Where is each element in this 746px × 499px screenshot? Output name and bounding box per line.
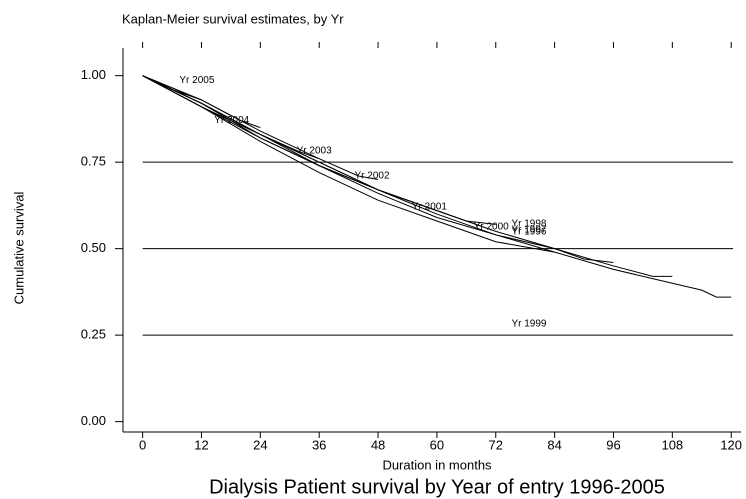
- curve-label: Yr 2002: [355, 171, 390, 182]
- x-tick-label: 12: [194, 437, 208, 452]
- x-tick-label: 108: [661, 437, 683, 452]
- curve-label: Yr 1998: [511, 218, 546, 229]
- curve-label: Yr 2004: [214, 115, 249, 126]
- x-tick-label: 72: [489, 437, 503, 452]
- survival-curve: [142, 75, 673, 277]
- chart-title: Kaplan-Meier survival estimates, by Yr: [122, 11, 344, 26]
- curve-label: Yr 1996: [511, 226, 546, 237]
- y-axis-label: Cumulative survival: [11, 192, 26, 305]
- x-tick-label: 48: [371, 437, 385, 452]
- x-tick-label: 60: [430, 437, 444, 452]
- curve-label: Yr 2003: [297, 146, 332, 157]
- survival-curve: [142, 75, 438, 212]
- caption: Dialysis Patient survival by Year of ent…: [209, 476, 665, 498]
- curve-label: Yr 1997: [511, 224, 546, 235]
- x-tick-label: 36: [312, 437, 326, 452]
- x-tick-label: 120: [720, 437, 742, 452]
- x-axis-label: Duration in months: [382, 457, 492, 472]
- y-tick-label: 0.25: [81, 327, 106, 342]
- x-tick-label: 24: [253, 437, 267, 452]
- y-tick-label: 0.50: [81, 240, 106, 255]
- survival-curve: [142, 75, 320, 160]
- survival-curve: [142, 75, 261, 129]
- x-tick-label: 96: [606, 437, 620, 452]
- curve-label: Yr 2001: [412, 201, 447, 212]
- x-tick-label: 84: [547, 437, 561, 452]
- y-tick-label: 1.00: [81, 67, 106, 82]
- x-tick-label: 0: [139, 437, 146, 452]
- y-tick-label: 0.75: [81, 154, 106, 169]
- curve-label: Yr 1999: [511, 319, 546, 330]
- survival-curve: [142, 75, 555, 253]
- y-tick-label: 0.00: [81, 413, 106, 428]
- survival-curve: [142, 75, 202, 101]
- curve-label: Yr 2000: [474, 221, 509, 232]
- survival-curve: [142, 75, 732, 298]
- curve-label: Yr 2005: [179, 75, 214, 86]
